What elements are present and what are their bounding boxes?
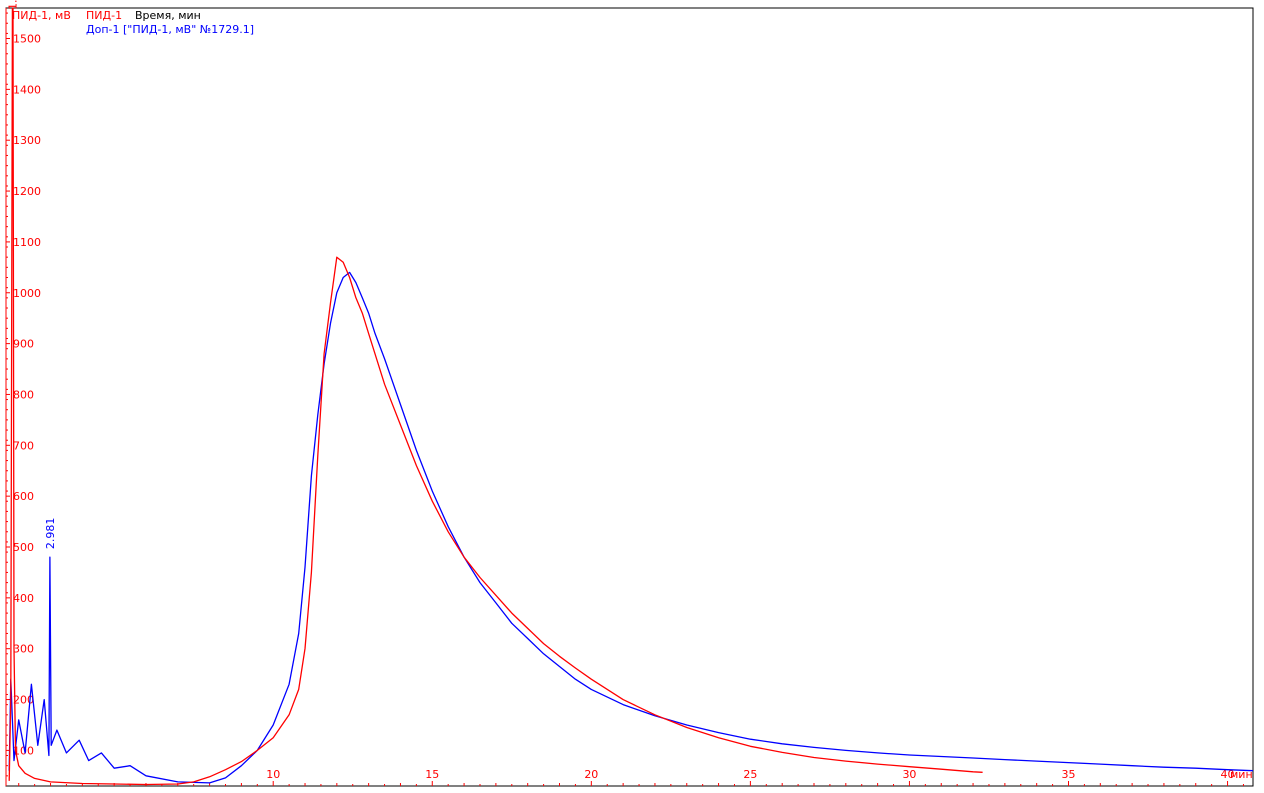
y-tick-label: 300 — [13, 643, 34, 656]
x-unit-label: мин — [1230, 768, 1253, 781]
annotation-layer: 2.981 1.805 — [6, 0, 57, 549]
x-tick-label: 40 — [1221, 768, 1235, 781]
y-tick-label: 1400 — [13, 83, 41, 96]
y-tick-label: 900 — [13, 338, 34, 351]
series-line-pid1 — [8, 7, 983, 786]
x-tick-label: 10 — [266, 768, 280, 781]
series-line-dop1 — [8, 271, 1254, 784]
legend-entry-pid1: ПИД-1 — [86, 9, 122, 22]
y-tick-label: 1300 — [13, 134, 41, 147]
legend: ПИД-1, мВ ПИД-1 Время, мин Доп-1 ["ПИД-1… — [12, 9, 254, 36]
y-tick-label: 1200 — [13, 185, 41, 198]
plot-frame — [5, 7, 1254, 787]
legend-entry-dop1: Доп-1 ["ПИД-1, мВ" №1729.1] — [86, 23, 254, 36]
y-tick-label: 400 — [13, 592, 34, 605]
y-tick-label: 1100 — [13, 236, 41, 249]
y-tick-label: 500 — [13, 541, 34, 554]
y-tick-label: 200 — [13, 694, 34, 707]
x-tick-label: 20 — [584, 768, 598, 781]
y-tick-label: 800 — [13, 388, 34, 401]
y-tick-label: 1500 — [13, 33, 41, 46]
y-tick-label: 600 — [13, 490, 34, 503]
x-tick-label: 15 — [425, 768, 439, 781]
series-layer — [8, 7, 1254, 786]
y-axis-title: ПИД-1, мВ — [12, 9, 71, 22]
x-tick-label: 35 — [1061, 768, 1075, 781]
x-axis-ticks: 10 15 20 25 30 35 40 — [18, 768, 1244, 786]
peak-annotation: 1.805 — [6, 0, 19, 10]
x-axis-title: Время, мин — [135, 9, 201, 22]
y-axis-ticks: 100 200 300 400 500 600 700 800 900 1000 1100 1200 1… — [6, 12, 41, 777]
x-tick-label: 25 — [743, 768, 757, 781]
y-tick-label: 1000 — [13, 287, 41, 300]
peak-annotation: 2.981 — [44, 518, 57, 550]
x-tick-label: 30 — [902, 768, 916, 781]
y-tick-label: 700 — [13, 439, 34, 452]
y-tick-label: 100 — [13, 744, 34, 757]
